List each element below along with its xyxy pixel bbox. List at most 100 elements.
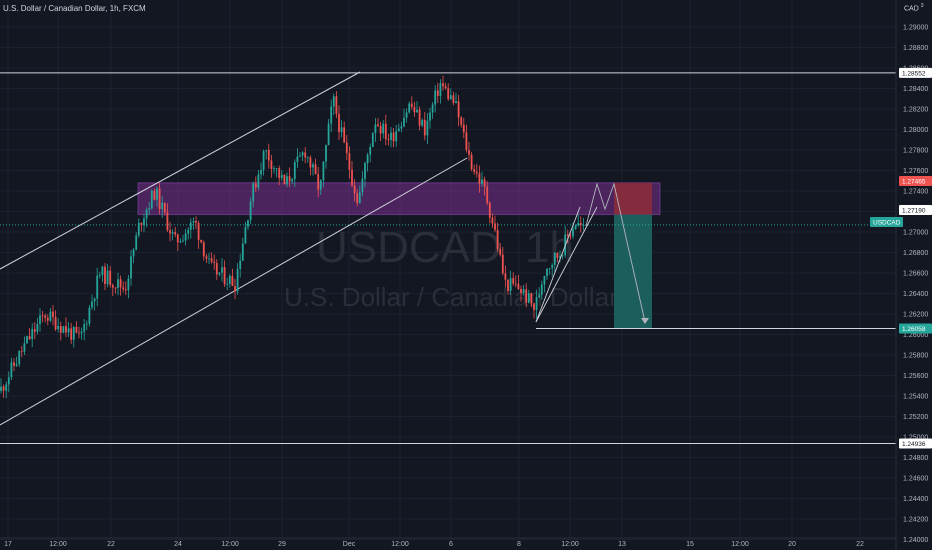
y-tick-label: 1.26200 [903,312,928,319]
candle-body [54,316,57,330]
candle [301,151,304,162]
watermark-ticker: USDCAD [316,223,502,272]
candle [444,82,447,90]
candle [83,318,86,341]
candle-body [543,276,546,285]
candle-body [13,362,15,366]
candle [384,114,387,146]
candle [481,171,483,187]
candle-body [44,315,47,318]
candle-body [517,283,520,290]
candle-body [431,104,434,113]
candle-body [78,332,80,334]
candle-body [462,124,465,133]
candle [254,176,257,192]
candle-body [137,222,140,236]
candle-body [507,279,509,291]
tag-zone-bottom-text: 1.27190 [902,208,926,215]
candle-body [442,83,444,87]
candle-body [369,146,372,155]
candle [20,345,23,358]
candle [10,357,13,381]
y-tick-label: 1.27000 [903,230,928,237]
candle [540,280,543,300]
candle-body [434,90,437,105]
candle [439,79,442,104]
candle-body [288,176,291,182]
candle [202,240,205,261]
candle [205,253,208,263]
candle [75,321,78,334]
candle-body [184,233,187,241]
candle-body [312,164,314,168]
candle [293,159,296,187]
candle [223,260,226,288]
candle [494,215,496,233]
candle-body [2,386,5,391]
candle [452,91,455,106]
candle-body [210,258,213,262]
candle [408,101,411,114]
candle [41,310,44,323]
candle-body [7,377,10,385]
candle [332,93,335,116]
candle-body [39,315,41,324]
candle-body [182,240,184,242]
projection-arrow-head [641,318,649,324]
x-tick-label: 24 [174,541,182,548]
candle-body [0,386,2,391]
candle [286,172,288,188]
candle [556,252,559,263]
candle [447,83,450,101]
candle [579,216,582,233]
candle-body [374,124,377,133]
candle [522,285,525,296]
candle [397,123,400,132]
candle [525,283,528,308]
candle [520,285,522,302]
candle [137,218,140,238]
candle [26,335,28,344]
candle [57,318,60,333]
candle [7,371,10,393]
candle [382,119,385,139]
candle [413,101,416,117]
candle-body [267,149,270,161]
candle [96,267,99,307]
candle [218,272,221,277]
candle [189,218,192,239]
candle-body [153,190,156,200]
candle-body [208,258,210,260]
candle [215,259,218,280]
y-tick-label: 1.26600 [903,271,928,278]
candle-body [10,362,13,378]
candle [156,186,158,207]
candle [36,317,39,335]
candle [335,91,338,118]
candle-body [20,350,23,352]
candle-body [234,286,236,292]
tag-zone-top-text: 1.27465 [902,179,926,186]
candle-body [332,96,335,107]
candle-body [455,101,457,103]
tag-zone-bottom-bg [899,205,932,215]
projection-drawings [535,182,649,324]
candle-body [83,324,86,332]
candle-body [351,169,353,186]
y-tick-label: 1.27800 [903,148,928,155]
candle-body [478,173,481,184]
y-tick-label: 1.28800 [903,45,928,52]
candle-body [244,226,247,244]
y-tick-label: 1.25600 [903,373,928,380]
candle-body [202,242,205,257]
candle-body [319,180,322,190]
candle-body [213,261,216,263]
candle [371,132,374,148]
candle [31,323,34,348]
candle [104,263,106,290]
candle [195,216,197,230]
candle [23,336,26,356]
candle [486,180,489,206]
